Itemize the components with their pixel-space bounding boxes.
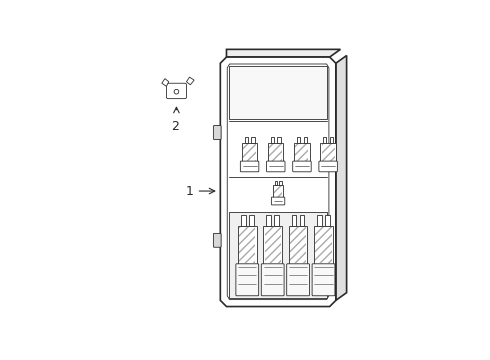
Bar	[292, 215, 296, 226]
Bar	[330, 137, 333, 143]
FancyBboxPatch shape	[167, 83, 187, 99]
Bar	[317, 215, 322, 226]
Bar	[243, 144, 256, 161]
Bar	[290, 227, 306, 264]
FancyBboxPatch shape	[261, 264, 284, 296]
Bar	[229, 212, 327, 298]
Bar	[273, 185, 283, 198]
Bar	[274, 215, 279, 226]
Bar	[269, 144, 282, 161]
Bar	[316, 227, 332, 264]
Bar	[267, 215, 271, 226]
Bar	[270, 137, 274, 143]
Polygon shape	[226, 49, 341, 57]
Bar	[295, 144, 309, 161]
FancyBboxPatch shape	[319, 161, 337, 172]
Bar	[323, 137, 326, 143]
Bar	[239, 227, 255, 264]
FancyBboxPatch shape	[267, 161, 285, 172]
FancyBboxPatch shape	[214, 126, 221, 139]
Bar	[314, 226, 333, 265]
FancyBboxPatch shape	[236, 264, 259, 296]
FancyBboxPatch shape	[293, 161, 311, 172]
Bar	[249, 215, 253, 226]
Text: 1: 1	[186, 185, 194, 198]
Bar	[245, 137, 248, 143]
Bar	[277, 137, 281, 143]
Bar	[294, 143, 310, 162]
Bar	[300, 215, 304, 226]
Bar	[289, 226, 307, 265]
Bar	[274, 181, 277, 185]
Polygon shape	[336, 55, 346, 300]
FancyBboxPatch shape	[312, 264, 335, 296]
Text: 2: 2	[171, 120, 179, 133]
Polygon shape	[220, 57, 336, 306]
Bar	[268, 143, 283, 162]
FancyBboxPatch shape	[214, 233, 221, 247]
Bar	[238, 226, 257, 265]
FancyBboxPatch shape	[287, 264, 310, 296]
FancyBboxPatch shape	[271, 197, 285, 205]
Polygon shape	[162, 78, 169, 86]
Circle shape	[174, 89, 179, 94]
Bar	[321, 144, 335, 161]
Bar	[320, 143, 336, 162]
Bar	[297, 137, 300, 143]
Bar	[251, 137, 255, 143]
Bar	[265, 227, 281, 264]
Bar	[242, 143, 257, 162]
Bar	[241, 215, 245, 226]
Bar	[264, 226, 282, 265]
Polygon shape	[187, 77, 194, 85]
Bar	[279, 181, 282, 185]
Bar	[274, 186, 282, 197]
Bar	[229, 66, 327, 120]
FancyBboxPatch shape	[240, 161, 259, 172]
Bar	[325, 215, 330, 226]
Bar	[304, 137, 307, 143]
